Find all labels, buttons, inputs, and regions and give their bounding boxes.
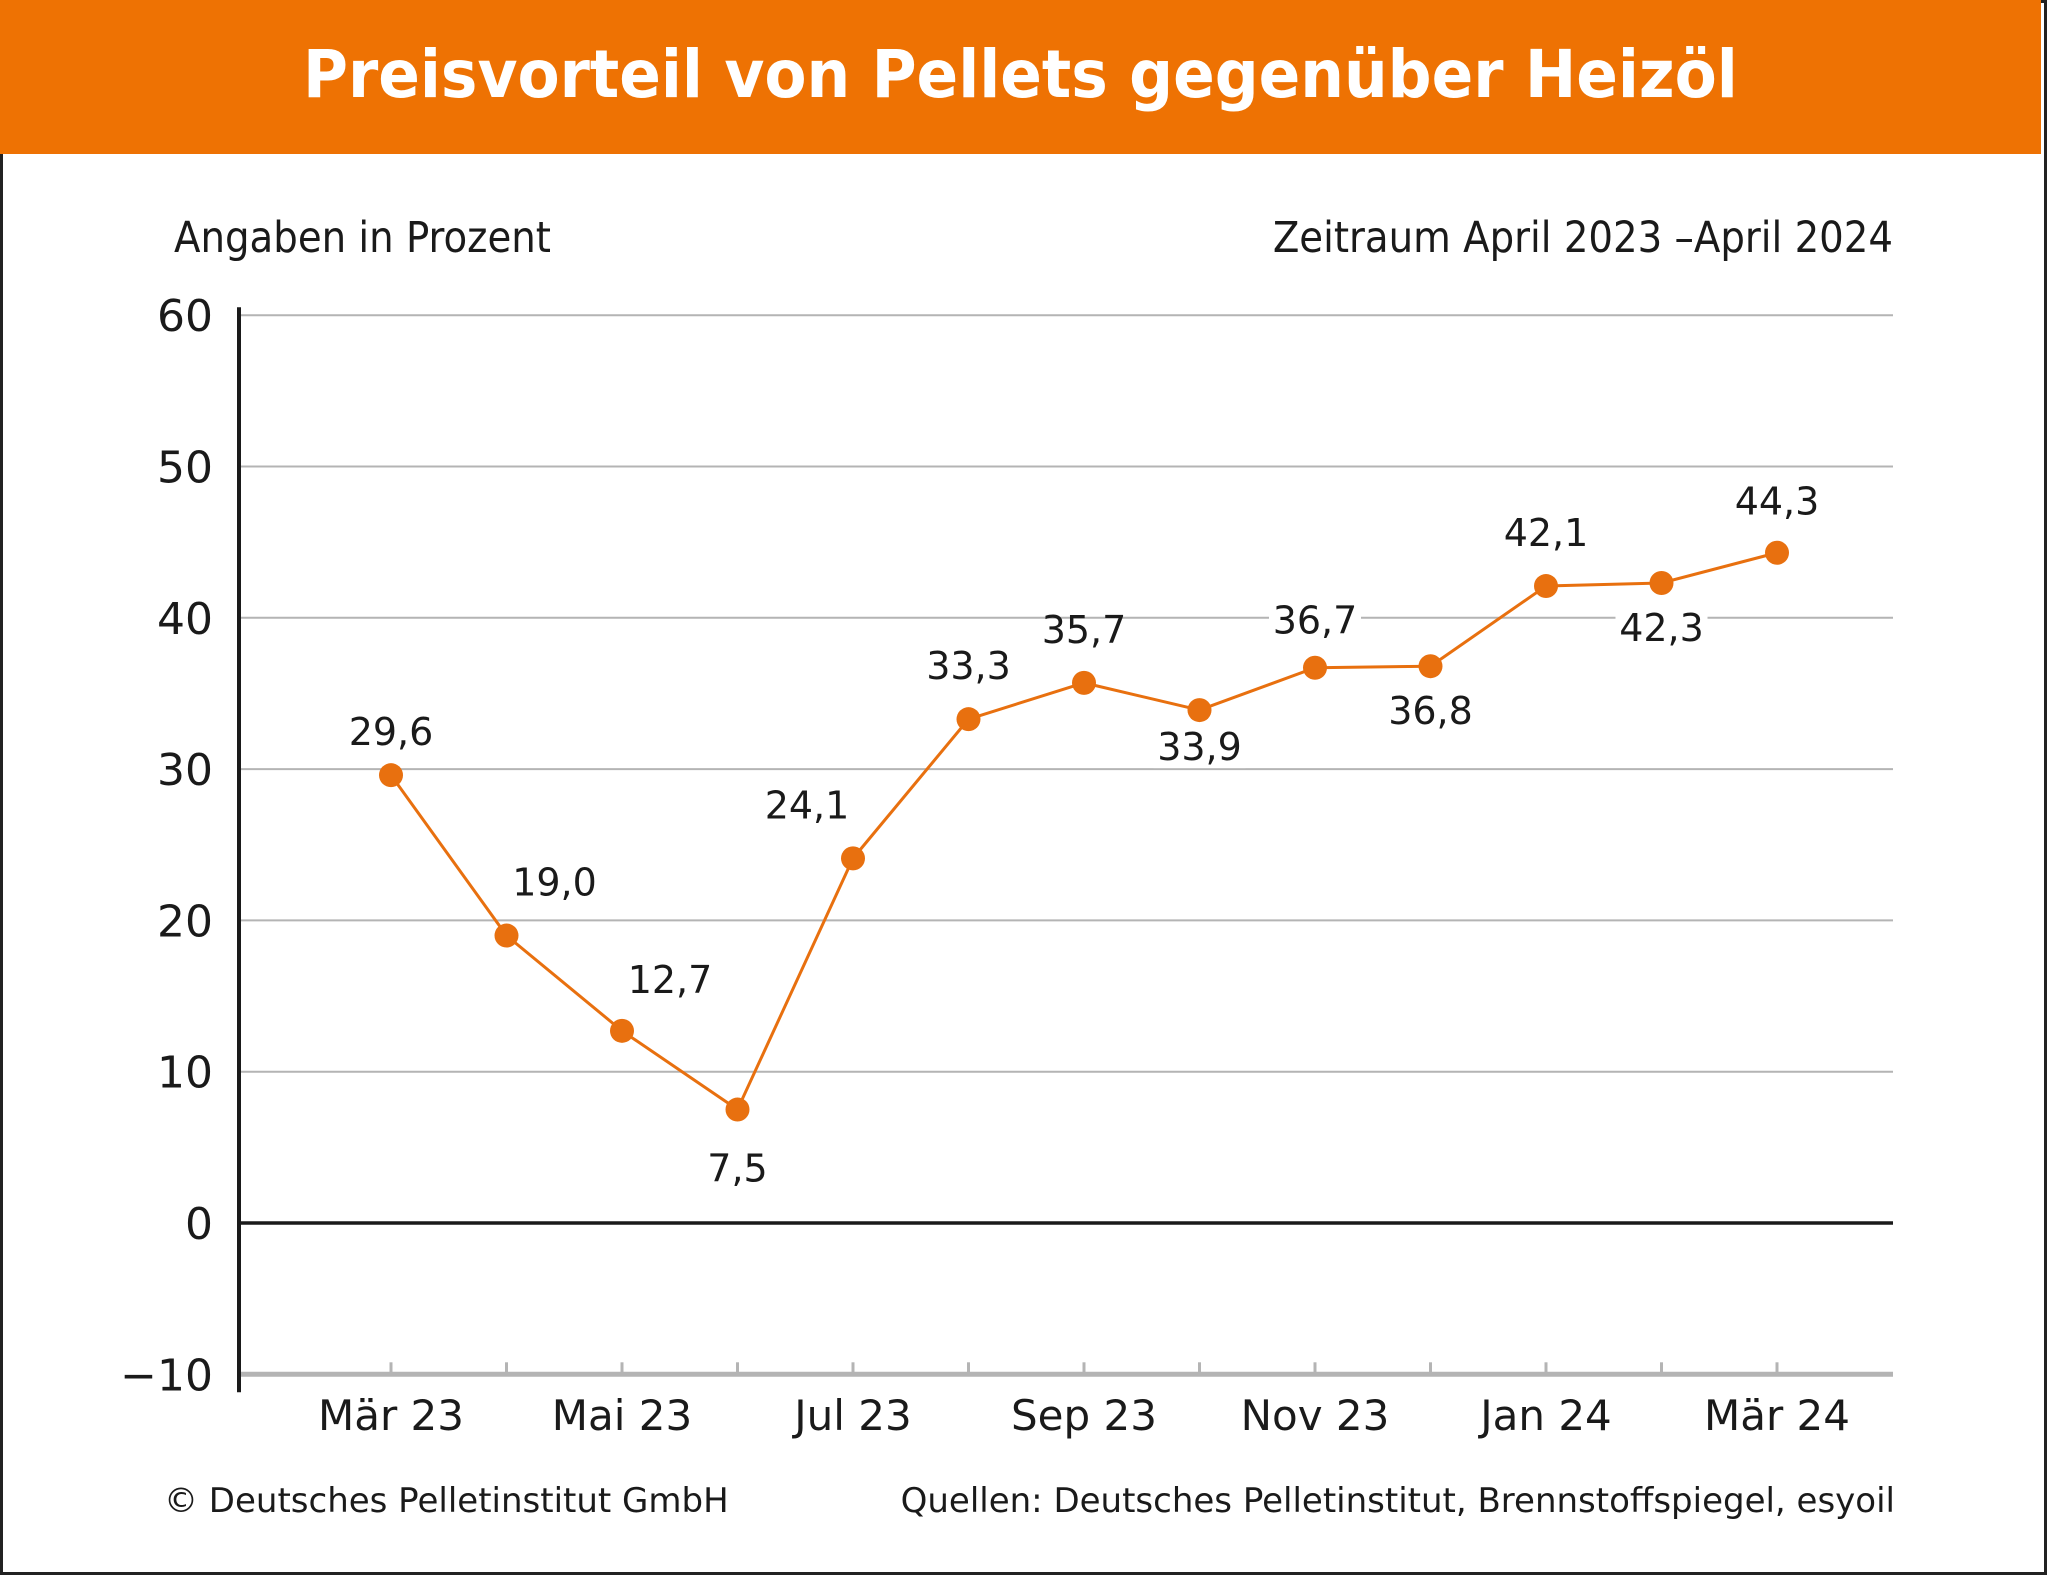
data-point — [956, 707, 981, 732]
data-label: 35,7 — [1042, 608, 1127, 652]
x-tick-label: Jan 24 — [1477, 1391, 1612, 1440]
data-label: 7,5 — [707, 1147, 767, 1191]
data-point — [610, 1018, 634, 1043]
data-point — [1418, 654, 1443, 679]
data-label: 24,1 — [765, 783, 850, 827]
sources-note: Quellen: Deutsches Pelletinstitut, Brenn… — [901, 1481, 1895, 1521]
data-label: 12,7 — [628, 958, 713, 1002]
data-point — [841, 846, 865, 871]
label-knockout — [1153, 728, 1246, 769]
data-label: 36,8 — [1388, 689, 1473, 733]
title-band: Preisvorteil von Pellets gegenüber Heizö… — [0, 0, 2041, 154]
y-tick-label: 40 — [157, 594, 213, 645]
data-point — [1303, 655, 1327, 680]
x-tick-label: Mai 23 — [552, 1391, 692, 1440]
copyright-note: © Deutsches Pelletinstitut GmbH — [164, 1481, 729, 1521]
series-pellet-advantage — [379, 540, 1789, 1122]
y-tick-label: −10 — [120, 1350, 213, 1401]
data-point — [725, 1097, 750, 1122]
data-point — [1534, 574, 1558, 599]
chart-title: Preisvorteil von Pellets gegenüber Heizö… — [303, 35, 1738, 113]
data-point — [1765, 540, 1789, 565]
x-tick-label: Mär 23 — [318, 1391, 464, 1440]
data-point — [1187, 698, 1212, 723]
data-label: 36,7 — [1273, 599, 1358, 643]
data-label: 44,3 — [1735, 480, 1820, 524]
x-tick-label: Jul 23 — [791, 1391, 911, 1440]
y-axis-tick-labels: 60 50 40 30 20 10 0 −10 — [120, 291, 213, 1401]
data-label: 19,0 — [512, 861, 597, 905]
data-label: 33,9 — [1157, 725, 1242, 769]
x-tick-label: Nov 23 — [1241, 1391, 1390, 1440]
data-point — [1072, 670, 1096, 695]
y-tick-label: 30 — [157, 745, 213, 796]
y-tick-label: 20 — [157, 896, 213, 947]
data-labels: 29,6 19,0 12,7 7,5 24,1 33,3 35,7 33,9 36,7 36,8 4… — [349, 480, 1820, 1191]
data-label: 42,3 — [1619, 606, 1704, 650]
data-label: 33,3 — [926, 644, 1011, 688]
x-tick-label: Sep 23 — [1011, 1391, 1157, 1440]
y-tick-label: 0 — [185, 1199, 213, 1250]
gridlines — [239, 314, 1893, 1073]
label-knockout — [1615, 609, 1708, 650]
period-note: Zeitraum April 2023 –April 2024 — [1273, 213, 1893, 263]
data-point — [379, 763, 403, 788]
data-label: 29,6 — [349, 710, 434, 754]
x-axis: Mär 23 Mai 23 Jul 23 Sep 23 Nov 23 Jan 24 Mär … — [239, 1362, 1893, 1440]
data-label: 42,1 — [1504, 511, 1589, 555]
data-point — [1649, 571, 1674, 596]
label-knockout — [1269, 601, 1361, 642]
unit-note: Angaben in Prozent — [174, 213, 551, 263]
data-point — [494, 923, 519, 948]
y-tick-label: 60 — [157, 291, 213, 342]
y-tick-label: 50 — [157, 443, 213, 494]
y-tick-label: 10 — [157, 1048, 213, 1099]
x-tick-label: Mär 24 — [1704, 1391, 1850, 1440]
